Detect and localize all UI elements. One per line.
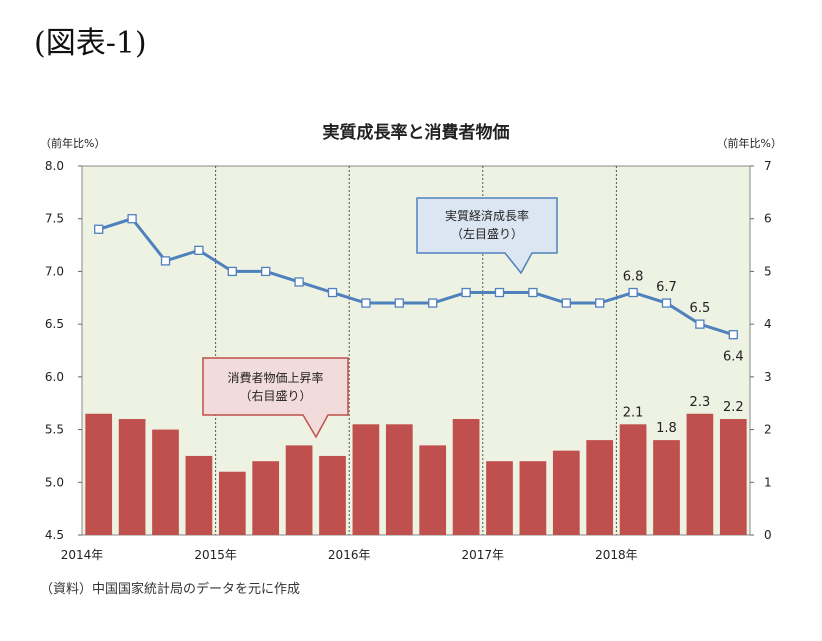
cpi-callout-axis-note: （右目盛り）: [239, 388, 311, 403]
cpi-callout-box: [202, 357, 349, 439]
cpi-bar: [118, 419, 146, 535]
y-tick-right: 2: [764, 423, 772, 437]
gdp-marker: [461, 287, 471, 298]
gdp-data-label: 6.5: [690, 301, 711, 316]
cpi-data-label: 2.2: [723, 400, 744, 415]
gdp-data-label: 6.4: [723, 350, 744, 365]
y-tick-left: 4.5: [45, 528, 64, 542]
x-year-label: 2018年: [595, 548, 638, 562]
y-tick-left: 8.0: [45, 159, 64, 173]
gdp-marker: [261, 266, 271, 277]
cpi-data-label: 1.8: [656, 421, 677, 436]
cpi-bar: [419, 445, 447, 535]
gdp-marker: [561, 298, 571, 308]
y-tick-right: 0: [764, 528, 772, 542]
right-axis-unit: （前年比%）: [717, 136, 782, 150]
source-note: （資料）中国国家統計局のデータを元に作成: [40, 582, 301, 597]
cpi-bar: [519, 461, 547, 535]
gdp-line: [98, 216, 734, 337]
cpi-bar: [85, 413, 113, 535]
cpi-bar: [352, 424, 380, 535]
gdp-marker: [628, 287, 638, 298]
cpi-bar: [285, 445, 313, 535]
gdp-marker: [428, 298, 438, 308]
gdp-marker: [394, 298, 404, 308]
cpi-data-label: 2.1: [623, 405, 644, 420]
x-year-label: 2014年: [61, 548, 104, 562]
y-tick-right: 6: [764, 212, 772, 226]
gdp-callout-axis-note: （左目盛り）: [451, 226, 523, 241]
y-tick-right: 3: [764, 370, 772, 384]
gdp-callout-box: [416, 197, 558, 275]
cpi-bar: [385, 424, 413, 535]
cpi-bar: [586, 440, 614, 535]
gdp-data-label: 6.7: [656, 280, 677, 295]
y-tick-right: 1: [764, 475, 772, 489]
cpi-bar: [185, 455, 213, 535]
cpi-bar: [486, 461, 513, 535]
y-tick-left: 7.0: [45, 264, 64, 278]
cpi-bar: [152, 429, 179, 535]
cpi-callout-label: 消費者物価上昇率: [227, 370, 323, 385]
cpi-bar: [218, 471, 246, 535]
gdp-marker: [327, 287, 338, 298]
gdp-marker: [661, 298, 672, 308]
gdp-marker: [595, 298, 605, 308]
gdp-marker: [160, 256, 171, 266]
gdp-callout-label: 実質経済成長率: [445, 208, 529, 223]
y-tick-right: 5: [764, 264, 772, 278]
gdp-marker: [695, 319, 705, 329]
gdp-marker: [494, 287, 505, 298]
gdp-marker: [528, 287, 538, 298]
x-year-label: 2017年: [462, 548, 505, 562]
gdp-marker: [227, 266, 237, 277]
y-tick-left: 5.5: [45, 423, 64, 437]
gdp-marker: [94, 224, 104, 234]
y-tick-left: 6.0: [45, 370, 64, 384]
figure-label: (図表-1): [34, 26, 147, 61]
cpi-bar: [319, 455, 346, 535]
cpi-data-label: 2.3: [690, 395, 711, 410]
x-year-label: 2016年: [328, 548, 371, 562]
y-tick-right: 7: [764, 159, 772, 173]
y-tick-left: 5.0: [45, 475, 64, 489]
gdp-marker: [194, 245, 204, 255]
gdp-marker: [294, 277, 304, 287]
gdp-marker: [728, 330, 738, 340]
left-axis-unit: （前年比%）: [40, 136, 105, 150]
cpi-bar: [552, 450, 580, 535]
y-tick-left: 6.5: [45, 317, 64, 331]
cpi-bar: [653, 440, 680, 535]
cpi-bar: [686, 413, 714, 535]
chart-title: 実質成長率と消費者物価: [323, 122, 510, 143]
y-tick-right: 4: [764, 317, 772, 331]
gdp-data-label: 6.8: [623, 270, 644, 285]
cpi-bar: [619, 424, 647, 535]
cpi-bar: [452, 419, 480, 535]
gdp-marker: [127, 214, 137, 224]
y-tick-left: 7.5: [45, 212, 64, 226]
cpi-bar: [719, 419, 747, 535]
gdp-marker: [361, 298, 371, 308]
x-year-label: 2015年: [194, 548, 237, 562]
plot-area: [81, 165, 751, 536]
cpi-bar: [252, 461, 280, 535]
